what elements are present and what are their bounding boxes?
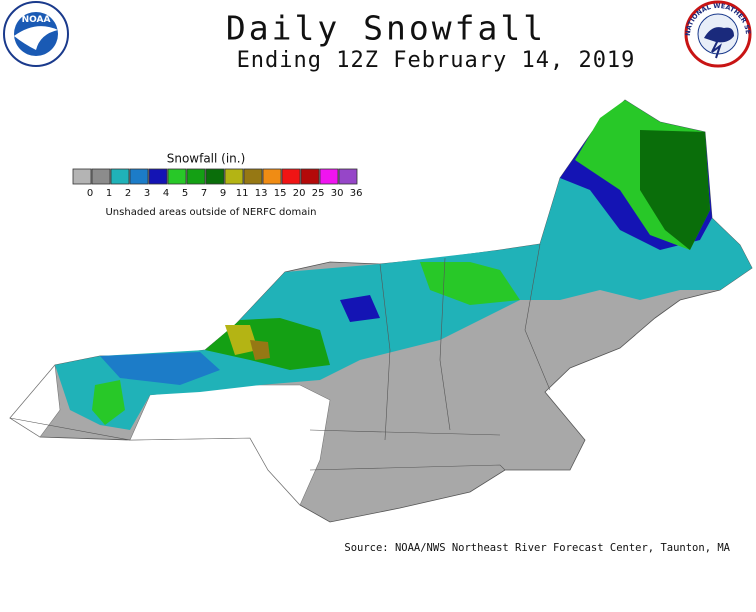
snow-9in bbox=[640, 130, 710, 250]
legend-swatch bbox=[148, 168, 168, 185]
subtitle: Ending 12Z February 14, 2019 bbox=[237, 48, 636, 73]
legend-swatch bbox=[129, 168, 149, 185]
legend-label: 20 bbox=[293, 188, 306, 199]
snow-5in bbox=[92, 380, 125, 425]
snow-5in bbox=[420, 262, 520, 305]
legend-swatch bbox=[224, 168, 244, 185]
unshaded-area bbox=[9, 364, 61, 438]
noaa-text: NOAA bbox=[22, 15, 51, 25]
legend-label: 13 bbox=[255, 188, 268, 199]
legend-label: 0 bbox=[87, 188, 93, 199]
legend-label: 25 bbox=[312, 188, 325, 199]
legend-label: 3 bbox=[144, 188, 150, 199]
legend-swatch bbox=[167, 168, 187, 185]
noaa-logo: NOAA bbox=[3, 1, 69, 67]
legend-swatch bbox=[319, 168, 339, 185]
legend-swatch bbox=[205, 168, 225, 185]
legend-swatch bbox=[91, 168, 111, 185]
legend-swatch bbox=[338, 168, 358, 185]
legend: Snowfall (in.) Unshaded areas outside of… bbox=[72, 152, 363, 218]
legend-swatch bbox=[110, 168, 130, 185]
legend-note: Unshaded areas outside of NERFC domain bbox=[105, 207, 316, 218]
snow-11in bbox=[225, 325, 258, 355]
snow-3in bbox=[100, 352, 220, 385]
legend-label: 1 bbox=[106, 188, 112, 199]
legend-label: 36 bbox=[350, 188, 363, 199]
state-lines bbox=[9, 243, 551, 471]
source: Source: NOAA/NWS Northeast River Forecas… bbox=[344, 542, 730, 554]
map bbox=[9, 99, 753, 523]
legend-swatch bbox=[243, 168, 263, 185]
legend-swatch bbox=[72, 168, 92, 185]
legend-label: 15 bbox=[274, 188, 287, 199]
legend-title: Snowfall (in.) bbox=[167, 152, 246, 166]
legend-swatch bbox=[186, 168, 206, 185]
legend-label: 2 bbox=[125, 188, 131, 199]
legend-label: 9 bbox=[220, 188, 226, 199]
title: Daily Snowfall bbox=[226, 9, 546, 48]
snow-4in bbox=[340, 295, 380, 322]
legend-label: 30 bbox=[331, 188, 344, 199]
legend-label: 4 bbox=[163, 188, 169, 199]
legend-swatch bbox=[300, 168, 320, 185]
legend-swatch bbox=[262, 168, 282, 185]
legend-label: 7 bbox=[201, 188, 207, 199]
snow-13in bbox=[250, 340, 270, 360]
legend-label: 5 bbox=[182, 188, 188, 199]
legend-label: 11 bbox=[236, 188, 249, 199]
snow-2in bbox=[55, 178, 752, 430]
legend-swatch bbox=[281, 168, 301, 185]
